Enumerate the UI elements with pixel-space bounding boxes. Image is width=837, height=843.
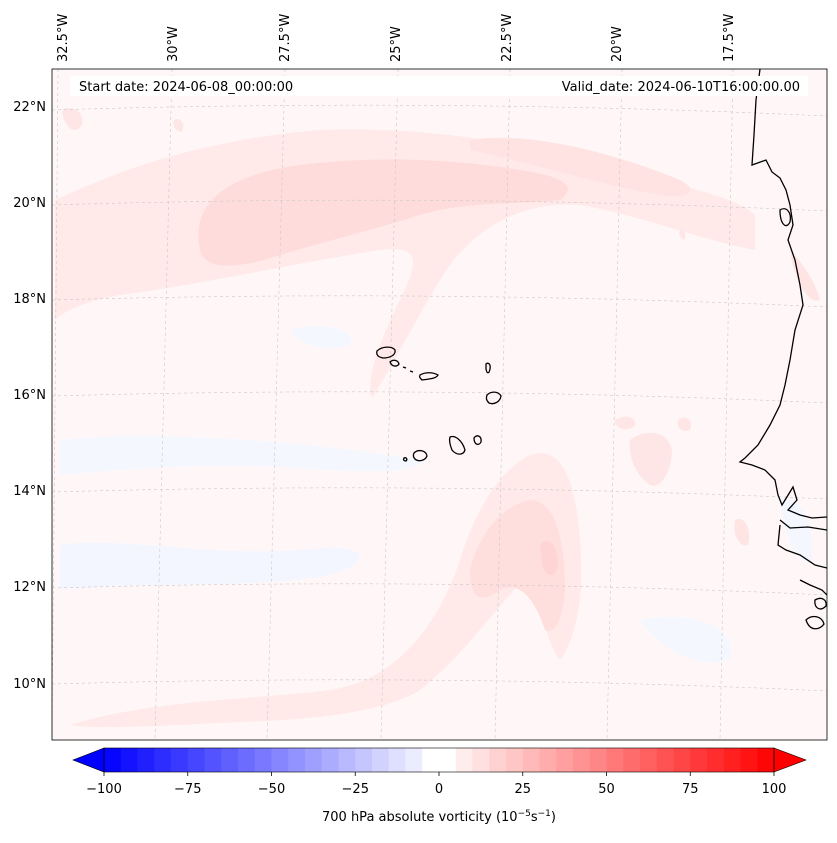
latitude-label: 16°N xyxy=(13,388,46,403)
colorbar-segment xyxy=(740,748,758,772)
negative-vorticity-region xyxy=(290,325,352,349)
colorbar-segment xyxy=(321,748,339,772)
colorbar-segment xyxy=(171,748,189,772)
colorbar-ticks xyxy=(103,772,775,776)
positive-vorticity-patch xyxy=(677,417,692,431)
colorbar-segment xyxy=(556,748,574,772)
coastline-africa xyxy=(738,69,827,630)
colorbar-tick-label: 50 xyxy=(598,782,615,797)
latitude-label: 10°N xyxy=(13,677,46,692)
colorbar-segment xyxy=(573,748,591,772)
positive-vorticity-patch xyxy=(615,416,636,430)
colorbar-segment xyxy=(405,748,423,772)
colorbar-segment xyxy=(154,748,172,772)
colorbar-tick-label: 0 xyxy=(435,782,443,797)
colorbar-segment xyxy=(723,748,741,772)
positive-vorticity-patch xyxy=(679,229,686,240)
colorbar-segment xyxy=(539,748,557,772)
colorbar-segment xyxy=(271,748,289,772)
negative-vorticity-region xyxy=(60,542,360,590)
colorbar-tick-label: −100 xyxy=(86,782,122,797)
colorbar-segment xyxy=(690,748,708,772)
colorbar-segment xyxy=(120,748,138,772)
longitude-label: 20°W xyxy=(610,26,625,62)
date-header-background xyxy=(70,76,808,96)
latitude-label: 12°N xyxy=(13,580,46,595)
positive-vorticity-core xyxy=(198,159,568,266)
colorbar-segment xyxy=(522,748,540,772)
colorbar-title: 700 hPa absolute vorticity (10−5s−1) xyxy=(322,809,556,825)
map-panel xyxy=(52,69,827,740)
colorbar-segment xyxy=(472,748,490,772)
colorbar-segment xyxy=(187,748,205,772)
latitude-label: 14°N xyxy=(13,484,46,499)
start-date-label: Start date: 2024-06-08_00:00:00 xyxy=(79,80,293,95)
latitude-label: 18°N xyxy=(13,292,46,307)
colorbar-segment xyxy=(757,748,775,772)
longitude-label: 27.5°W xyxy=(278,14,293,62)
colorbar-tick-label: −25 xyxy=(342,782,369,797)
negative-vorticity-region xyxy=(780,499,813,562)
positive-vorticity-patch xyxy=(629,432,672,486)
colorbar-tick-labels: −100 −75 −50 −25 0 25 50 75 100 xyxy=(86,782,786,797)
colorbar-segment xyxy=(338,748,356,772)
colorbar-segment xyxy=(623,748,641,772)
colorbar-segment xyxy=(204,748,222,772)
colorbar-segment xyxy=(422,748,440,772)
map-frame xyxy=(51,68,828,741)
colorbar-segment xyxy=(489,748,507,772)
graticule xyxy=(52,69,827,740)
colorbar-segment xyxy=(221,748,239,772)
colorbar: −100 −75 −50 −25 0 25 50 75 100 700 hPa … xyxy=(72,747,807,825)
colorbar-segment xyxy=(640,748,658,772)
positive-vorticity-patch xyxy=(734,519,750,546)
colorbar-segment xyxy=(707,748,725,772)
colorbar-extend-max-arrow xyxy=(773,747,807,773)
colorbar-segment xyxy=(589,748,607,772)
colorbar-tick-label: 25 xyxy=(514,782,531,797)
colorbar-segment xyxy=(656,748,674,772)
colorbar-segment xyxy=(288,748,306,772)
colorbar-tick-label: −50 xyxy=(258,782,285,797)
positive-vorticity-band xyxy=(70,453,582,728)
colorbar-segment xyxy=(104,748,122,772)
negative-vorticity-region xyxy=(60,436,422,475)
colorbar-segment xyxy=(506,748,524,772)
positive-vorticity-patch xyxy=(173,118,184,132)
colorbar-extend-min-arrow xyxy=(72,747,105,773)
longitude-label: 22.5°W xyxy=(500,14,515,62)
colorbar-segment xyxy=(673,748,691,772)
colorbar-segment xyxy=(355,748,373,772)
longitude-label: 25°W xyxy=(389,26,404,62)
colorbar-segment xyxy=(254,748,272,772)
negative-vorticity-region xyxy=(640,616,732,663)
latitude-labels: 22°N 20°N 18°N 16°N 14°N 12°N 10°N xyxy=(13,100,46,692)
valid-date-label: Valid_date: 2024-06-10T16:00:00.00 xyxy=(562,80,800,95)
positive-vorticity-core xyxy=(470,500,565,631)
colorbar-segment xyxy=(388,748,406,772)
colorbar-tick-label: 75 xyxy=(682,782,699,797)
colorbar-segment xyxy=(238,748,256,772)
positive-vorticity-patch xyxy=(790,250,820,301)
colorbar-segment xyxy=(305,748,323,772)
positive-vorticity-patch xyxy=(62,108,83,130)
latitude-label: 22°N xyxy=(13,100,46,115)
positive-vorticity-core xyxy=(540,541,558,576)
colorbar-tick-label: −75 xyxy=(174,782,201,797)
colorbar-tick-label: 100 xyxy=(762,782,787,797)
colorbar-segment xyxy=(606,748,624,772)
colorbar-segment xyxy=(137,748,155,772)
longitude-label: 32.5°W xyxy=(56,14,71,62)
colorbar-segment xyxy=(455,748,473,772)
positive-vorticity-core xyxy=(470,137,691,197)
longitude-label: 17.5°W xyxy=(722,14,737,62)
colorbar-segment xyxy=(439,748,457,772)
latitude-label: 20°N xyxy=(13,196,46,211)
colorbar-segment xyxy=(372,748,390,772)
cape-verde-islands xyxy=(376,346,502,462)
longitude-label: 30°W xyxy=(166,26,181,62)
colorbar-segments xyxy=(104,748,775,772)
longitude-labels: 32.5°W 30°W 27.5°W 25°W 22.5°W 20°W 17.5… xyxy=(56,14,737,62)
